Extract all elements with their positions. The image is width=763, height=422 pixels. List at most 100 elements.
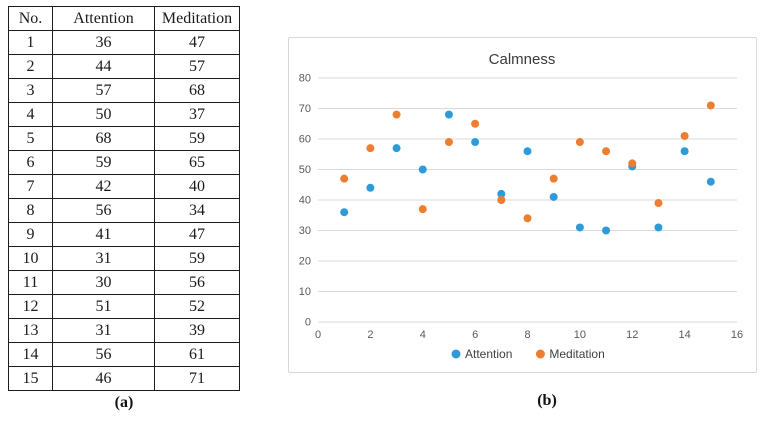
- scatter-point-meditation: [549, 174, 558, 183]
- x-axis-tick: 14: [679, 329, 691, 341]
- scatter-point-attention: [392, 144, 401, 153]
- table-cell: 56: [52, 198, 155, 223]
- y-axis-tick: 10: [299, 286, 311, 298]
- legend-marker-icon: [535, 349, 545, 359]
- table-cell: 9: [8, 222, 53, 247]
- table-cell: 57: [154, 54, 240, 79]
- table-cell: 57: [52, 78, 155, 103]
- table-body: 1 36 47 2 44 57 3 57 68 4 50 37 5 68 59 6 59 65 7 42 40 8 56 34…: [8, 30, 240, 391]
- x-axis-tick: 0: [315, 329, 321, 341]
- table-cell: 56: [52, 342, 155, 367]
- y-axis-tick: 30: [299, 225, 311, 237]
- table-row: 1 36 47: [8, 30, 240, 55]
- scatter-point-meditation: [418, 205, 427, 214]
- scatter-point-attention: [497, 189, 506, 198]
- table-cell: 7: [8, 174, 53, 199]
- scatter-point-meditation: [628, 159, 637, 168]
- table-cell: 1: [8, 30, 53, 55]
- caption-a: (a): [114, 394, 134, 411]
- table-cell: 4: [8, 102, 53, 127]
- table-cell: 12: [8, 294, 53, 319]
- y-axis-tick: 20: [299, 256, 311, 268]
- x-axis-tick: 12: [626, 329, 638, 341]
- scatter-point-attention: [418, 165, 427, 174]
- scatter-point-meditation: [340, 174, 349, 183]
- table-cell: 5: [8, 126, 53, 151]
- scatter-point-meditation: [366, 144, 375, 153]
- table-cell: 56: [154, 270, 240, 295]
- table-cell: 52: [154, 294, 240, 319]
- x-axis-tick: 10: [574, 329, 586, 341]
- table-row: 3 57 68: [8, 78, 240, 103]
- x-axis-tick: 6: [472, 329, 478, 341]
- table-row: 10 31 59: [8, 246, 240, 271]
- scatter-point-meditation: [444, 138, 453, 147]
- table-header-row: No. Attention Meditation: [8, 6, 240, 31]
- table-cell: 39: [154, 318, 240, 343]
- legend-label: Attention: [465, 347, 512, 361]
- x-axis-tick: 4: [420, 329, 426, 341]
- table-row: 7 42 40: [8, 174, 240, 199]
- table-row: 12 51 52: [8, 294, 240, 319]
- legend-marker-icon: [451, 349, 461, 359]
- x-axis-tick: 2: [367, 329, 373, 341]
- table-header-cell: Meditation: [154, 6, 240, 31]
- table-cell: 47: [154, 222, 240, 247]
- table-row: 11 30 56: [8, 270, 240, 295]
- table-cell: 59: [52, 150, 155, 175]
- scatter-point-attention: [602, 226, 611, 235]
- table-cell: 68: [154, 78, 240, 103]
- scatter-point-attention: [654, 223, 663, 232]
- table-header-cell: Attention: [52, 6, 155, 31]
- table-cell: 31: [52, 246, 155, 271]
- scatter-point-attention: [549, 192, 558, 201]
- table-row: 15 46 71: [8, 366, 240, 391]
- data-table: No. Attention Meditation 1 36 47 2 44 57 3 57 68 4 5…: [8, 6, 240, 391]
- scatter-point-meditation: [680, 131, 689, 140]
- scatter-point-meditation: [392, 110, 401, 119]
- scatter-point-meditation: [575, 138, 584, 147]
- table-cell: 40: [154, 174, 240, 199]
- table-cell: 8: [8, 198, 53, 223]
- y-axis-tick: 70: [299, 103, 311, 115]
- table-cell: 34: [154, 198, 240, 223]
- table-cell: 10: [8, 246, 53, 271]
- table-cell: 51: [52, 294, 155, 319]
- table-cell: 11: [8, 270, 53, 295]
- legend-label: Meditation: [549, 347, 604, 361]
- scatter-point-meditation: [471, 119, 480, 128]
- table-cell: 44: [52, 54, 155, 79]
- caption-b: (b): [537, 392, 557, 409]
- table-row: 9 41 47: [8, 222, 240, 247]
- table-cell: 6: [8, 150, 53, 175]
- table-row: 6 59 65: [8, 150, 240, 175]
- table-cell: 3: [8, 78, 53, 103]
- scatter-point-meditation: [654, 199, 663, 208]
- scatter-point-meditation: [523, 214, 532, 223]
- table-row: 2 44 57: [8, 54, 240, 79]
- table-cell: 31: [52, 318, 155, 343]
- scatter-point-attention: [340, 208, 349, 217]
- table-row: 4 50 37: [8, 102, 240, 127]
- table-cell: 59: [154, 246, 240, 271]
- table-cell: 41: [52, 222, 155, 247]
- scatter-point-attention: [471, 138, 480, 147]
- y-axis-tick: 80: [299, 73, 311, 85]
- table-cell: 71: [154, 366, 240, 391]
- scatter-point-attention: [444, 110, 453, 119]
- table-cell: 61: [154, 342, 240, 367]
- table-row: 13 31 39: [8, 318, 240, 343]
- x-axis-tick: 16: [731, 329, 743, 341]
- table-cell: 37: [154, 102, 240, 127]
- table-cell: 36: [52, 30, 155, 55]
- table-cell: 47: [154, 30, 240, 55]
- table-cell: 46: [52, 366, 155, 391]
- scatter-chart: Calmness 0 10 20 30 40 50 60 70 80 0 2 4 6 8 10 12 14 16 At…: [288, 37, 757, 373]
- table-cell: 50: [52, 102, 155, 127]
- table-cell: 42: [52, 174, 155, 199]
- scatter-point-meditation: [706, 101, 715, 110]
- table-cell: 30: [52, 270, 155, 295]
- y-axis-tick: 50: [299, 164, 311, 176]
- table-row: 5 68 59: [8, 126, 240, 151]
